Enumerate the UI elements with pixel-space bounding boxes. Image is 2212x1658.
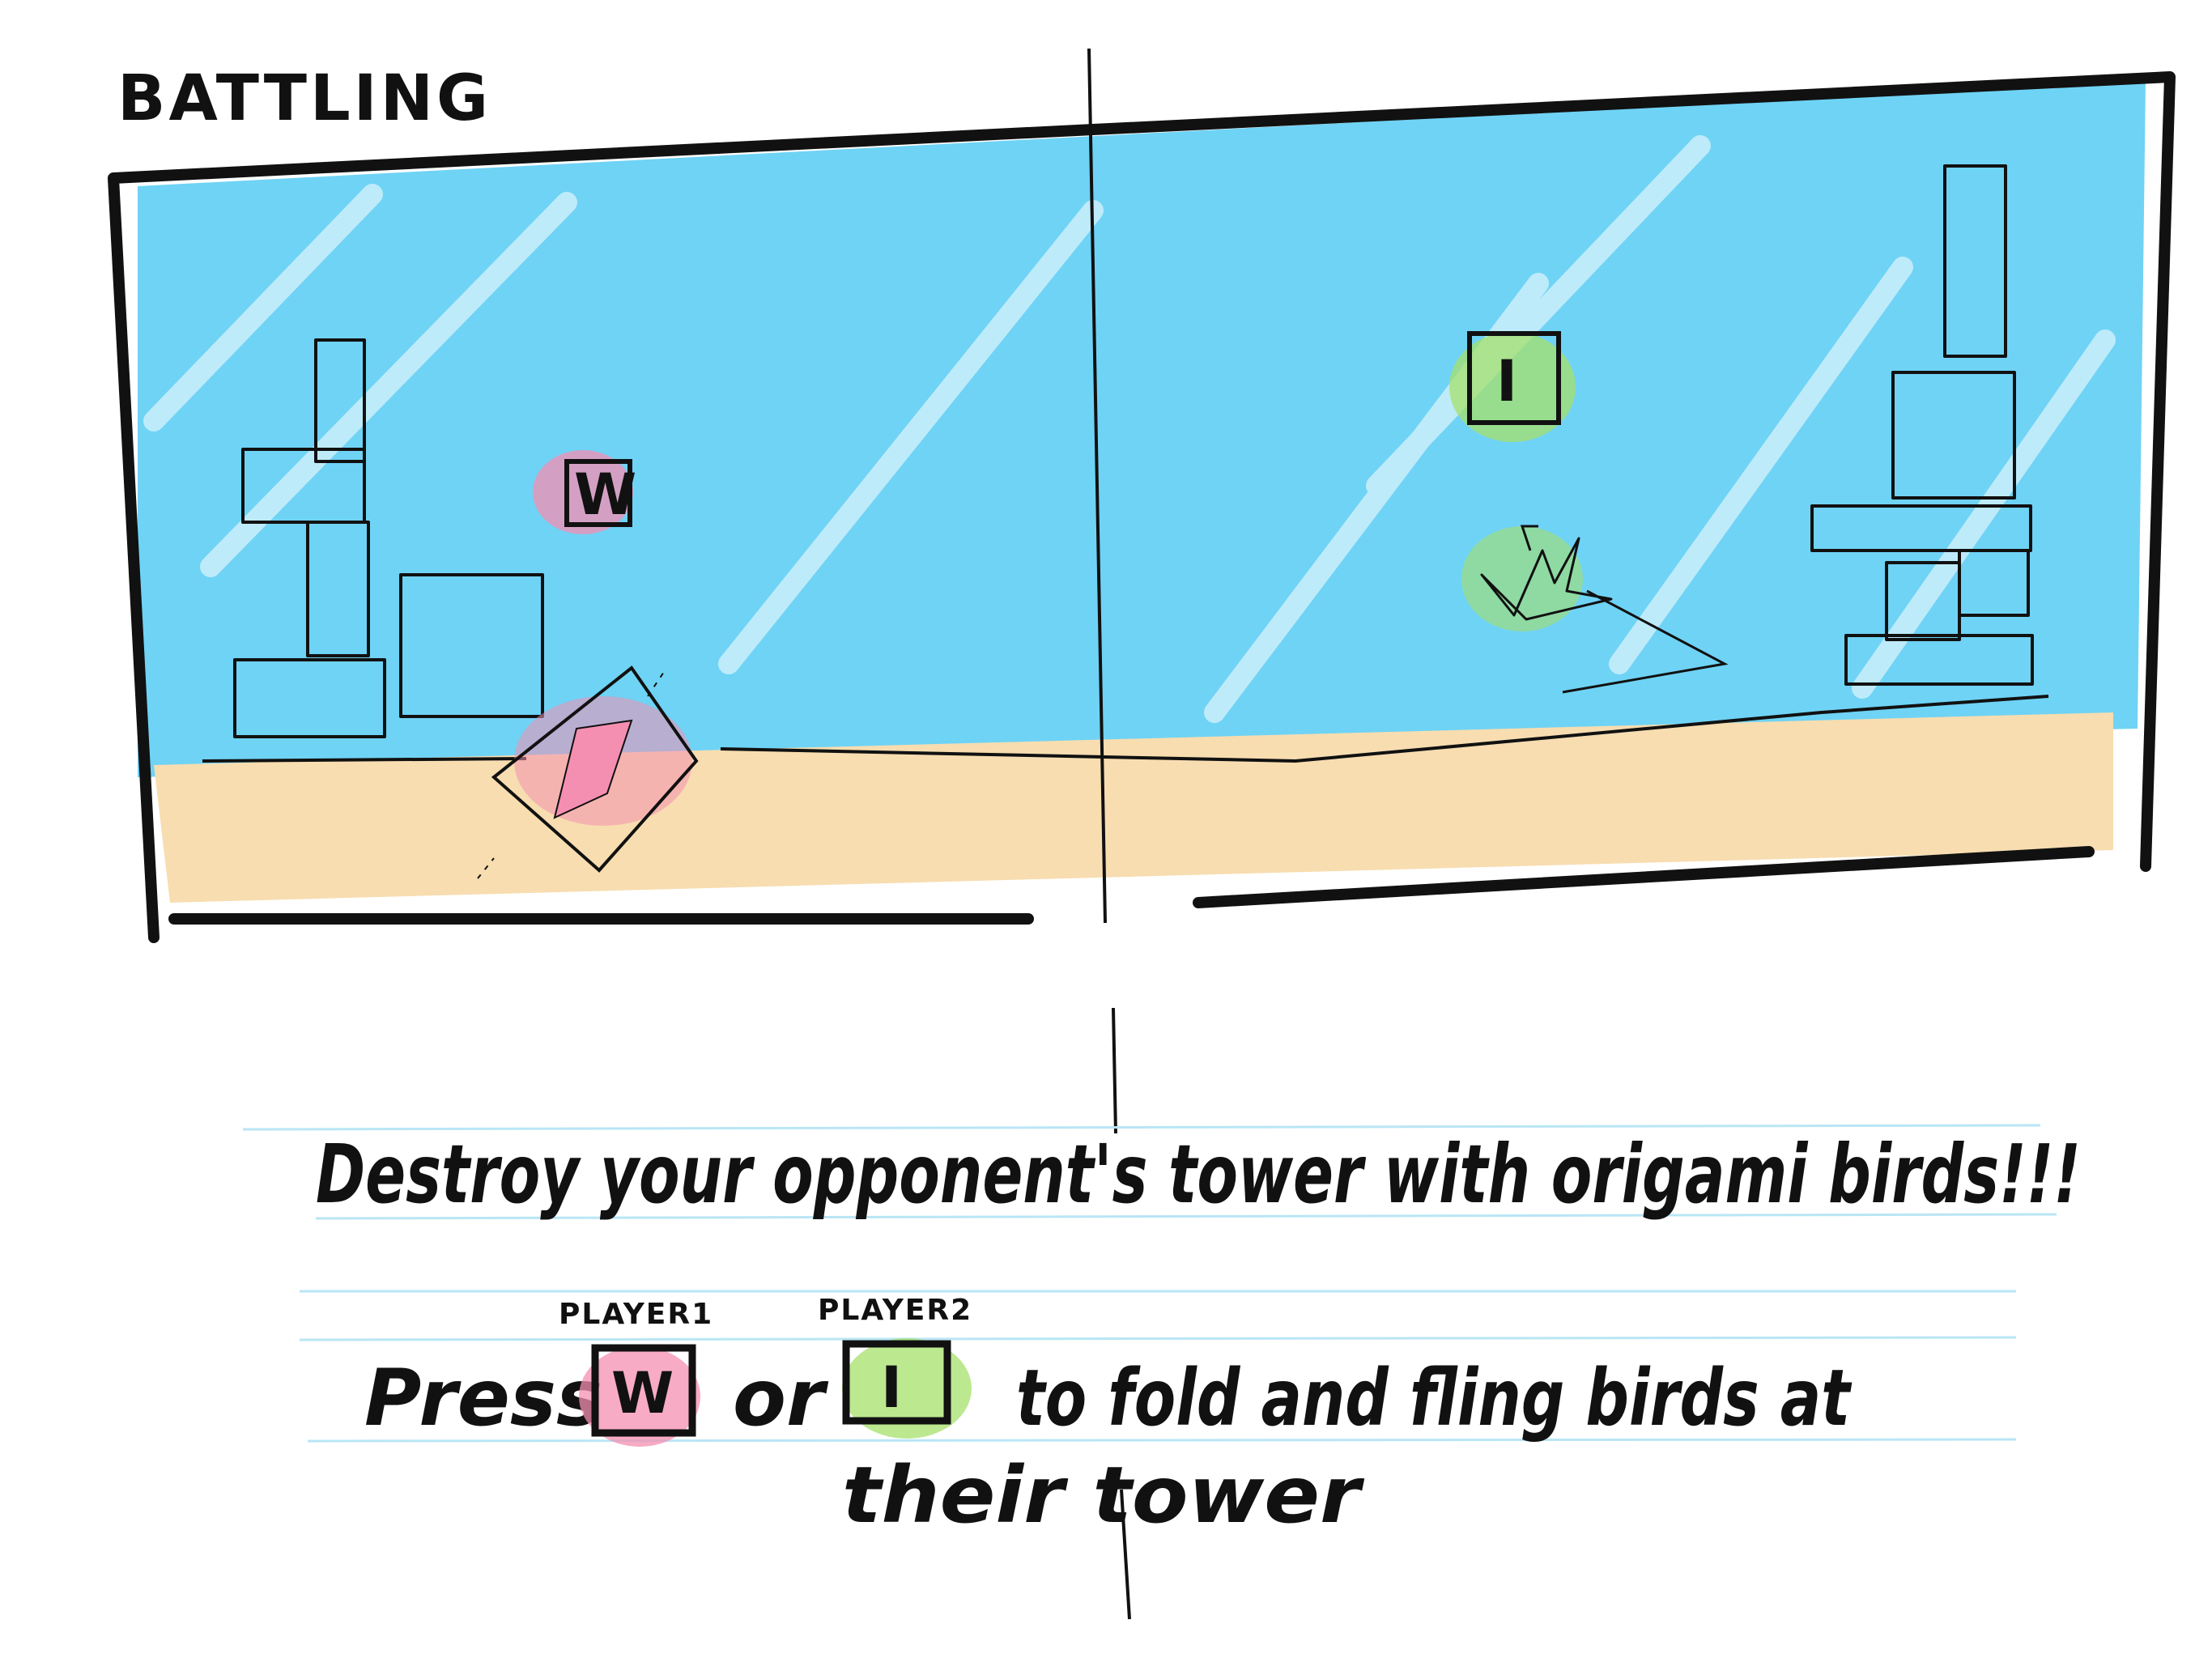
- right-origami-crane: [1461, 525, 1729, 694]
- left-key-letter: W: [574, 461, 636, 528]
- player1-label: PLAYER1: [559, 1298, 713, 1331]
- notebook-lines: [242, 1124, 2057, 1443]
- right-key-letter: I: [1496, 348, 1517, 414]
- player2-key: I: [842, 1338, 972, 1439]
- instruction-tail: to fold and fling birds at: [1016, 1353, 1852, 1443]
- right-key-prompt: I: [1449, 331, 1576, 442]
- game-screen: W I: [108, 48, 2176, 1620]
- or-word: or: [733, 1353, 829, 1443]
- left-folding-bird: [477, 665, 699, 879]
- screen-frame: [108, 71, 2176, 943]
- player1-key: W: [579, 1344, 700, 1447]
- right-tower: [1810, 164, 2034, 686]
- left-tower: [233, 338, 544, 738]
- ground-line: [202, 695, 2049, 763]
- scene-title: BATTLING: [117, 62, 491, 135]
- player1-key-letter: W: [611, 1360, 674, 1426]
- left-key-prompt: W: [533, 450, 636, 534]
- split-divider: [1087, 48, 1131, 1620]
- player2-label: PLAYER2: [818, 1294, 972, 1327]
- press-word: Press: [364, 1353, 602, 1443]
- instruction-line3: their tower: [842, 1450, 1365, 1541]
- headline: Destroy your opponent's tower with origa…: [316, 1127, 2081, 1222]
- sky: [138, 81, 2146, 777]
- player2-key-letter: I: [881, 1354, 902, 1421]
